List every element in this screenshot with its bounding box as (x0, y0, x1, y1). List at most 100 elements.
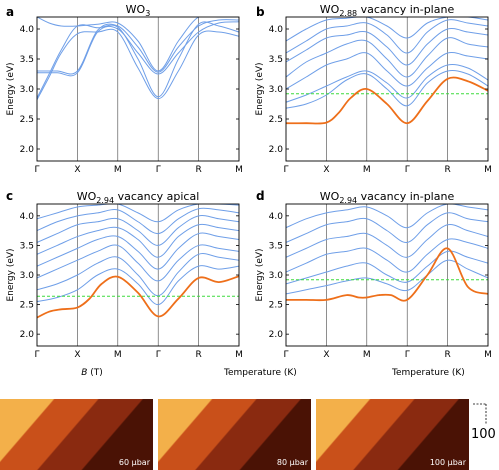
band-line-d-5 (286, 212, 488, 243)
panel-title-d: WO2.94 vacancy in-plane (320, 190, 455, 205)
panel-title-a: WO3 (126, 3, 151, 18)
ytick-label-c-2: 3.0 (20, 271, 35, 281)
ytick-label-c-4: 4.0 (20, 212, 35, 222)
panel-letter-c: c (6, 189, 13, 203)
xtick-label-b-0: Γ (283, 165, 288, 175)
xtick-label-d-1: X (323, 350, 329, 360)
xtick-label-a-5: M (235, 165, 243, 175)
ytick-label-a-0: 2.0 (20, 145, 35, 155)
band-line-a-3 (37, 19, 239, 75)
band-line-b-4 (286, 37, 488, 78)
band-line-a-2 (37, 21, 239, 77)
band-line-b-3 (286, 51, 488, 90)
strip-label-1: 60 μbar (119, 458, 151, 467)
band-line-b-6 (286, 19, 488, 54)
xtick-label-b-5: M (484, 165, 492, 175)
ylabel-c: Energy (eV) (6, 248, 16, 301)
ytick-label-a-4: 4.0 (20, 25, 35, 35)
band-line-c-5 (37, 223, 239, 258)
xtick-label-d-3: Γ (405, 350, 410, 360)
ytick-label-a-2: 3.0 (20, 85, 35, 95)
band-line-b-2 (286, 63, 488, 103)
panel-title-b: WO2.88 vacancy in-plane (320, 3, 455, 18)
ytick-label-b-0: 2.0 (269, 145, 284, 155)
panel-b: 2.0 2.5 3.0 3.5 4.0 Γ X M Γ R M Energy (eV) b WO2.88 … (255, 3, 492, 175)
ylabel-b: Energy (eV) (255, 62, 265, 115)
band-line-c-6 (37, 214, 239, 246)
xtick-label-a-4: R (195, 165, 201, 175)
band-line-c-2 (37, 253, 239, 297)
ytick-label-b-2: 3.0 (269, 85, 284, 95)
band-line-d-4 (286, 223, 488, 258)
ylabel-d: Energy (eV) (255, 248, 265, 301)
ytick-label-d-1: 2.5 (269, 301, 283, 311)
ytick-label-c-1: 2.5 (20, 301, 34, 311)
band-line-d-3 (286, 238, 488, 273)
image-strip-2: 80 μbar (158, 399, 311, 470)
xtick-label-b-2: M (363, 165, 371, 175)
panel-letter-a: a (6, 5, 14, 19)
band-line-c-7 (37, 207, 239, 235)
band-line-a-0 (37, 28, 239, 101)
ytick-label-d-0: 2.0 (269, 330, 284, 340)
xtick-label-c-2: M (114, 350, 122, 360)
band-line-b-5 (286, 27, 488, 66)
band-line-c-3 (37, 244, 239, 282)
xtick-label-c-1: X (74, 350, 80, 360)
xtick-label-a-1: X (74, 165, 80, 175)
ytick-label-d-3: 3.5 (269, 241, 283, 251)
ytick-label-a-1: 2.5 (20, 115, 34, 125)
ytick-label-c-3: 3.5 (20, 241, 34, 251)
defect-band-b (286, 76, 488, 125)
xtick-label-c-4: R (195, 350, 201, 360)
xtick-label-a-0: Γ (34, 165, 39, 175)
xtick-label-d-4: R (444, 350, 450, 360)
panel-title-c: WO2.94 vacancy apical (77, 190, 200, 205)
xtick-label-b-3: Γ (405, 165, 410, 175)
xtick-label-c-0: Γ (34, 350, 39, 360)
xtick-label-d-5: M (484, 350, 492, 360)
ytick-label-c-0: 2.0 (20, 330, 35, 340)
strip-label-3: 100 μbar (430, 458, 467, 467)
band-line-b-1 (286, 69, 488, 109)
bottom-xlabel-left: B (T) (81, 368, 103, 378)
xtick-label-d-0: Γ (283, 350, 288, 360)
band-line-c-1 (37, 265, 239, 306)
ytick-label-b-4: 4.0 (269, 25, 284, 35)
xtick-label-b-1: X (323, 165, 329, 175)
scale-tick-label: 100 (471, 427, 496, 442)
band-line-d-1 (286, 259, 488, 295)
panel-c: 2.0 2.5 3.0 3.5 4.0 Γ X M Γ R M Energy (eV) c WO2.94 … (6, 189, 243, 360)
image-strip-1: 60 μbar (0, 399, 153, 470)
ylabel-a: Energy (eV) (6, 62, 16, 115)
band-line-a-1 (37, 21, 239, 99)
band-line-b-7 (286, 17, 488, 42)
bottom-xlabel-right-a: Temperature (K) (223, 368, 297, 378)
xtick-label-c-3: Γ (156, 350, 161, 360)
strip-label-2: 80 μbar (277, 458, 309, 467)
panel-d: 2.0 2.5 3.0 3.5 4.0 Γ X M Γ R M Energy (eV) d WO2.94 … (255, 189, 492, 360)
band-line-c-4 (37, 232, 239, 270)
ytick-label-d-2: 3.0 (269, 271, 284, 281)
panel-letter-d: d (256, 189, 265, 203)
panel-a: 2.0 2.5 3.0 3.5 4.0 Γ X M Γ R M Energy (eV) a WO3 (6, 3, 243, 175)
band-line-a-4 (37, 17, 239, 72)
defect-band-d (286, 247, 488, 302)
scale-tick: 100 (471, 403, 496, 442)
xtick-label-d-2: M (363, 350, 371, 360)
ytick-label-a-3: 3.5 (20, 55, 34, 65)
image-strip-3: 100 μbar (316, 399, 469, 470)
defect-band-c (37, 275, 239, 319)
panel-letter-b: b (256, 5, 265, 19)
band-line-d-2 (286, 250, 488, 285)
band-line-c-8 (37, 204, 239, 223)
band-line-d-6 (286, 204, 488, 229)
bottom-xlabel-right-b: Temperature (K) (391, 368, 465, 378)
ytick-label-b-1: 2.5 (269, 115, 283, 125)
xtick-label-a-2: M (114, 165, 122, 175)
xtick-label-a-3: Γ (156, 165, 161, 175)
ytick-label-d-4: 4.0 (269, 212, 284, 222)
xtick-label-b-4: R (444, 165, 450, 175)
xtick-label-c-5: M (235, 350, 243, 360)
